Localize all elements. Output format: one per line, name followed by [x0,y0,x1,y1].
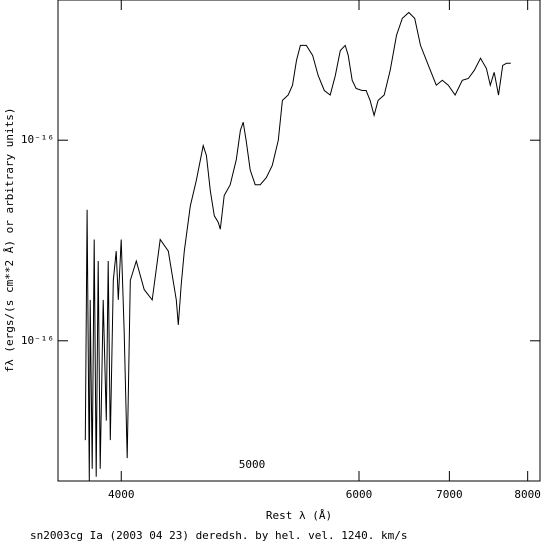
x-tick-label: 6000 [346,488,373,501]
x-tick-label: 8000 [514,488,541,501]
x-tick-label: 4000 [108,488,135,501]
annotation: 5000 [239,458,266,471]
y-tick-label: 10⁻¹⁶ [21,133,54,146]
caption: sn2003cg Ia (2003 04 23) deredsh. by hel… [30,529,408,542]
x-axis-label: Rest λ (Å) [266,509,332,522]
y-axis-label: fλ (ergs/(s cm**2 Å) or arbitrary units) [3,108,16,373]
y-tick-label: 10⁻¹⁶ [21,334,54,347]
spectrum-line [84,11,511,482]
plot-frame [57,0,541,482]
x-tick-label: 7000 [436,488,463,501]
